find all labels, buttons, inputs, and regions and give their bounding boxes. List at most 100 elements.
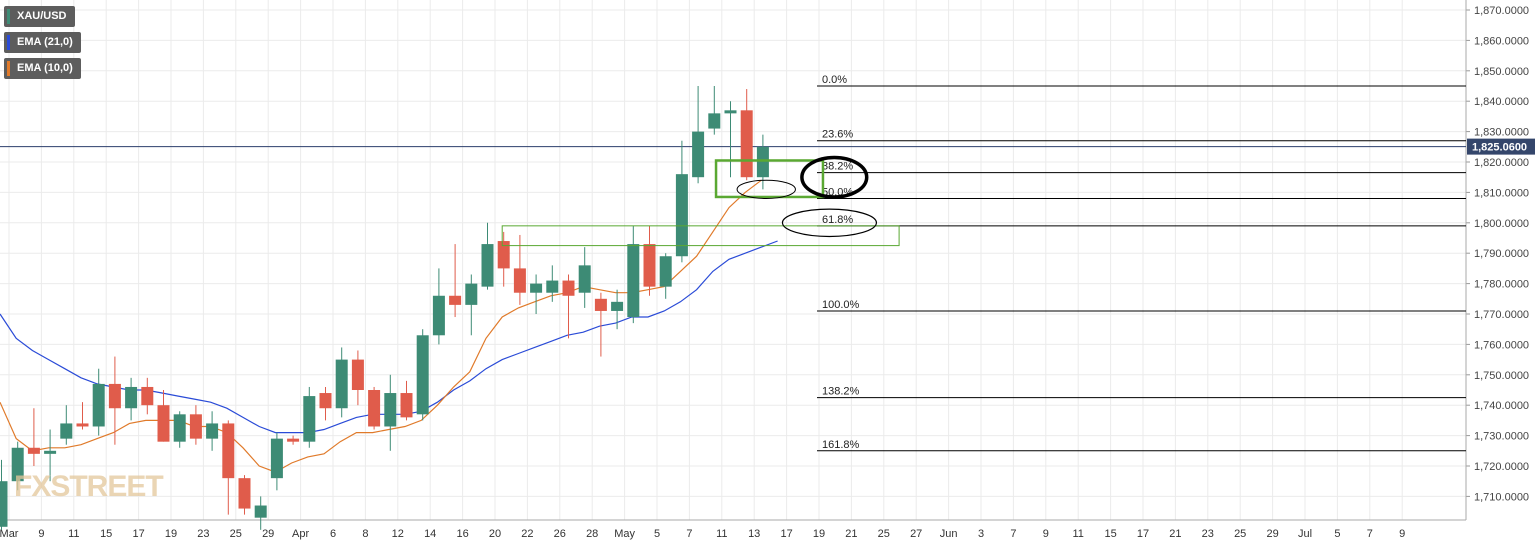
ema10-line bbox=[0, 179, 762, 473]
watermark-fx: FX bbox=[14, 470, 51, 503]
x-tick-label: 17 bbox=[1137, 528, 1149, 540]
candle-body bbox=[60, 423, 73, 439]
x-tick-label: 17 bbox=[132, 528, 144, 540]
fibonacci-levels: 0.0%23.6%38.2%50.0%61.8%100.0%138.2%161.… bbox=[817, 74, 1466, 452]
x-tick-label: May bbox=[614, 528, 635, 540]
candle-body bbox=[0, 481, 8, 527]
candle-body bbox=[384, 393, 397, 427]
y-tick-label: 1,780.0000 bbox=[1474, 279, 1529, 291]
x-tick-label: 5 bbox=[654, 528, 660, 540]
x-tick-label: 9 bbox=[1043, 528, 1049, 540]
y-tick-label: 1,770.0000 bbox=[1474, 309, 1529, 321]
x-tick-label: Mar bbox=[0, 528, 19, 540]
fib-level-label: 38.2% bbox=[822, 161, 853, 173]
candle-body bbox=[465, 283, 478, 305]
x-tick-label: 25 bbox=[230, 528, 242, 540]
candle-body bbox=[254, 505, 267, 518]
support-zone-box bbox=[501, 225, 900, 247]
x-tick-label: 15 bbox=[100, 528, 112, 540]
y-tick-label: 1,760.0000 bbox=[1474, 339, 1529, 351]
x-tick-label: 20 bbox=[489, 528, 501, 540]
candle-body bbox=[740, 110, 753, 178]
candle-body bbox=[11, 447, 24, 482]
candle-body bbox=[675, 174, 688, 257]
legend-ema10-swatch bbox=[7, 61, 10, 76]
candle-body bbox=[270, 438, 283, 479]
x-tick-label: 29 bbox=[1266, 528, 1278, 540]
fib-level-label: 161.8% bbox=[822, 439, 860, 451]
candle-body bbox=[76, 423, 89, 427]
candle-body bbox=[497, 241, 510, 269]
x-tick-label: 13 bbox=[748, 528, 760, 540]
x-tick-label: 21 bbox=[845, 528, 857, 540]
candle-body bbox=[206, 423, 219, 439]
candle-body bbox=[756, 146, 769, 178]
y-tick-label: 1,850.0000 bbox=[1474, 66, 1529, 78]
x-tick-label: 8 bbox=[362, 528, 368, 540]
candle-body bbox=[335, 359, 348, 409]
candle-body bbox=[351, 359, 364, 390]
legend-ema21[interactable]: EMA (21,0) bbox=[4, 32, 81, 53]
x-tick-label: 7 bbox=[1367, 528, 1373, 540]
candle-body bbox=[513, 268, 526, 293]
y-tick-label: 1,830.0000 bbox=[1474, 127, 1529, 139]
x-tick-label: 12 bbox=[392, 528, 404, 540]
candle-body bbox=[238, 478, 251, 509]
y-tick-label: 1,750.0000 bbox=[1474, 370, 1529, 382]
x-tick-label: 9 bbox=[1399, 528, 1405, 540]
x-tick-label: Jun bbox=[940, 528, 958, 540]
y-tick-label: 1,730.0000 bbox=[1474, 431, 1529, 443]
y-tick-label: 1,870.0000 bbox=[1474, 5, 1529, 17]
candle-body bbox=[44, 450, 57, 454]
legend-ema21-label: EMA (21,0) bbox=[17, 36, 73, 48]
fib-level-label: 0.0% bbox=[822, 74, 847, 86]
candle-body bbox=[546, 280, 559, 293]
y-tick-label: 1,820.0000 bbox=[1474, 157, 1529, 169]
x-tick-label: 7 bbox=[1010, 528, 1016, 540]
legend-ema10[interactable]: EMA (10,0) bbox=[4, 58, 81, 79]
legend-xauusd[interactable]: XAU/USD bbox=[4, 6, 75, 27]
highlight-ellipse bbox=[781, 208, 878, 238]
candle-body bbox=[92, 383, 105, 427]
x-tick-label: 7 bbox=[686, 528, 692, 540]
candle-body bbox=[594, 298, 607, 311]
x-tick-label: 25 bbox=[1234, 528, 1246, 540]
x-tick-label: 19 bbox=[165, 528, 177, 540]
x-tick-label: 11 bbox=[1072, 528, 1083, 540]
fib-level-label: 23.6% bbox=[822, 129, 853, 141]
candle-body bbox=[287, 438, 300, 442]
candle-body bbox=[173, 414, 186, 442]
y-tick-label: 1,710.0000 bbox=[1474, 491, 1529, 503]
candles bbox=[0, 86, 769, 530]
candle-body bbox=[303, 396, 316, 442]
y-tick-label: 1,860.0000 bbox=[1474, 35, 1529, 47]
candle-body bbox=[222, 423, 235, 479]
candle-body bbox=[643, 244, 656, 287]
x-tick-label: 21 bbox=[1169, 528, 1181, 540]
x-tick-label: Apr bbox=[292, 528, 309, 540]
x-tick-label: 6 bbox=[330, 528, 336, 540]
candle-body bbox=[368, 390, 381, 427]
candle-body bbox=[189, 414, 202, 439]
candle-body bbox=[724, 110, 737, 114]
x-tick-label: 3 bbox=[978, 528, 984, 540]
current-price-tag bbox=[1467, 138, 1535, 155]
legend-xauusd-swatch bbox=[7, 9, 10, 24]
fib-level-label: 100.0% bbox=[822, 299, 860, 311]
candle-body bbox=[449, 295, 462, 305]
candle-body bbox=[125, 386, 138, 409]
candle-body bbox=[708, 113, 721, 129]
candle-body bbox=[562, 280, 575, 296]
x-tick-label: 19 bbox=[813, 528, 825, 540]
watermark-street: STREET bbox=[50, 470, 163, 503]
x-tick-label: 17 bbox=[780, 528, 792, 540]
y-tick-label: 1,810.0000 bbox=[1474, 187, 1529, 199]
candle-body bbox=[659, 256, 672, 287]
y-tick-label: 1,790.0000 bbox=[1474, 248, 1529, 260]
legend-xauusd-label: XAU/USD bbox=[17, 10, 67, 22]
candle-body bbox=[157, 405, 170, 442]
y-tick-label: 1,740.0000 bbox=[1474, 400, 1529, 412]
legend-ema21-swatch bbox=[7, 35, 10, 50]
